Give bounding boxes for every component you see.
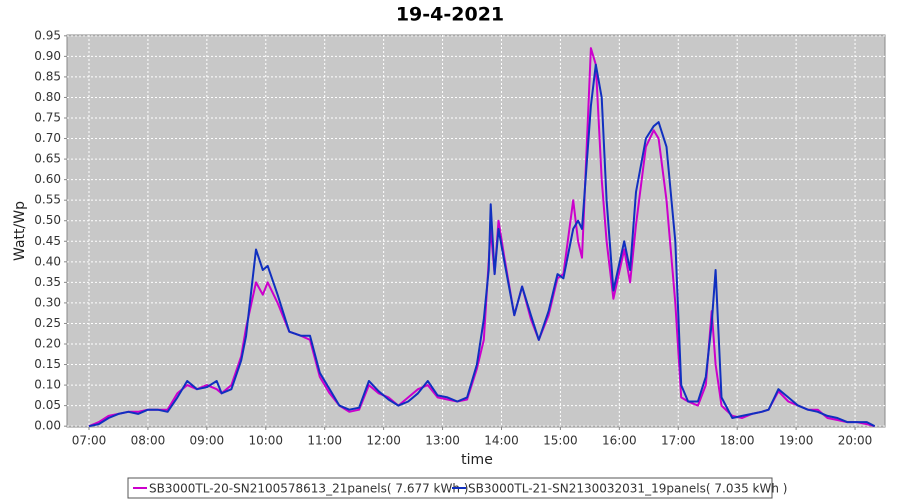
y-tick-label: 0.60 [34, 172, 61, 186]
legend-label: SB3000TL-21-SN2130032031_19panels( 7.035… [468, 482, 787, 496]
y-tick-label: 0.40 [34, 254, 61, 268]
x-axis-label: time [461, 452, 493, 468]
y-tick-label: 0.95 [34, 28, 61, 42]
y-tick-label: 0.45 [34, 234, 61, 248]
y-tick-label: 0.35 [34, 275, 61, 289]
x-tick-label: 10:00 [248, 434, 283, 448]
x-tick-label: 11:00 [307, 434, 342, 448]
x-tick-label: 09:00 [190, 434, 225, 448]
x-tick-label: 15:00 [543, 434, 578, 448]
x-tick-label: 13:00 [425, 434, 460, 448]
y-tick-label: 0.10 [34, 378, 61, 392]
plot-area [66, 34, 886, 428]
x-tick-label: 14:00 [484, 434, 519, 448]
x-tick-label: 07:00 [72, 434, 107, 448]
y-tick-label: 0.30 [34, 295, 61, 309]
y-tick-label: 0.05 [34, 398, 61, 412]
x-tick-label: 08:00 [131, 434, 166, 448]
y-tick-label: 0.15 [34, 357, 61, 371]
y-tick-label: 0.85 [34, 69, 61, 83]
y-tick-label: 0.50 [34, 213, 61, 227]
y-tick-label: 0.20 [34, 336, 61, 350]
y-axis-label: Watt/Wp [12, 201, 28, 261]
legend [127, 477, 773, 499]
y-tick-label: 0.90 [34, 49, 61, 63]
x-tick-label: 17:00 [661, 434, 696, 448]
series-line [88, 47, 875, 428]
y-tick-label: 0.00 [34, 419, 61, 433]
y-tick-label: 0.55 [34, 193, 61, 207]
x-tick-label: 12:00 [366, 434, 401, 448]
x-tick-label: 19:00 [779, 434, 814, 448]
x-tick-label: 18:00 [720, 434, 755, 448]
x-tick-label: 16:00 [602, 434, 637, 448]
legend-label: SB3000TL-20-SN2100578613_21panels( 7.677… [149, 482, 468, 496]
y-tick-label: 0.75 [34, 111, 61, 125]
series-line [88, 63, 876, 428]
y-tick-label: 0.65 [34, 152, 61, 166]
y-tick-label: 0.80 [34, 90, 61, 104]
y-tick-label: 0.25 [34, 316, 61, 330]
x-tick-label: 20:00 [838, 434, 873, 448]
chart-title: 19-4-2021 [396, 4, 504, 26]
y-tick-label: 0.70 [34, 131, 61, 145]
